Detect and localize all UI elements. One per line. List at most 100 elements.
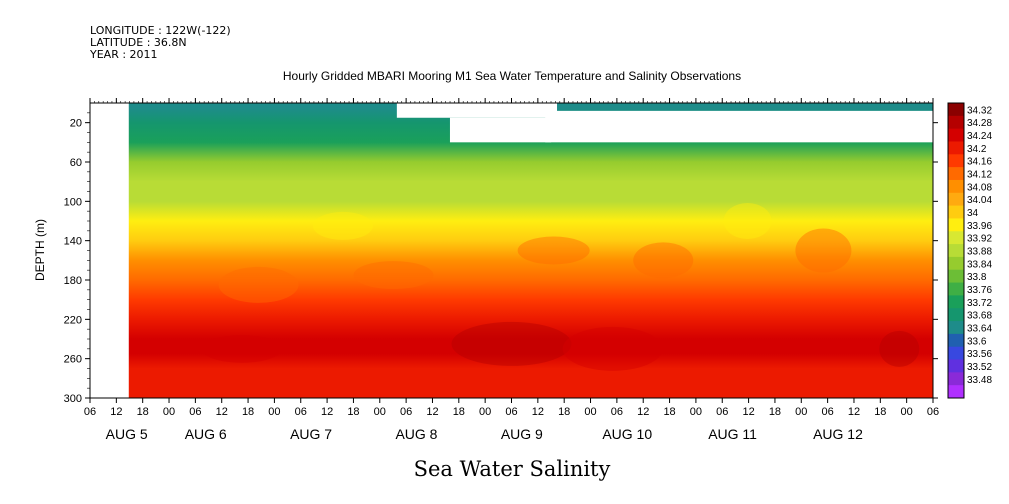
- colorbar-label: 34.24: [967, 131, 992, 142]
- colorbar-swatch: [948, 218, 964, 232]
- variable-label: Sea Water Salinity: [414, 457, 611, 481]
- x-tick-label: 06: [927, 406, 939, 418]
- colorbar-label: 34.08: [967, 182, 992, 193]
- y-tick-label: 20: [70, 118, 82, 130]
- year-label: YEAR : 2011: [90, 48, 158, 61]
- day-label: AUG 7: [290, 426, 332, 442]
- x-axis: 06 12 18 00 06 12 18 00 06 12 18 00 06 12 18 00 06 12 18 00…: [84, 98, 939, 442]
- colorbar-swatch: [948, 244, 964, 258]
- colorbar-label: 33.64: [967, 323, 992, 334]
- colorbar-swatch: [948, 179, 964, 194]
- x-tick-label: 12: [637, 406, 649, 418]
- x-tick-label: 00: [268, 406, 280, 418]
- plot-area: [90, 103, 933, 398]
- salinity-patch: [723, 203, 772, 239]
- x-tick-label: 06: [84, 406, 96, 418]
- x-tick-label: 06: [822, 406, 834, 418]
- salinity-patch: [451, 321, 572, 366]
- colorbar-swatch: [948, 385, 964, 399]
- colorbar-label: 33.96: [967, 221, 992, 232]
- day-label: AUG 9: [501, 426, 543, 442]
- x-tick-label: 12: [216, 406, 228, 418]
- colorbar-swatch: [948, 205, 964, 219]
- salinity-patch: [879, 330, 920, 367]
- day-label: AUG 10: [602, 426, 652, 442]
- colorbar-label: 33.56: [967, 349, 992, 360]
- salinity-patch: [218, 266, 299, 303]
- x-tick-label: 12: [321, 406, 333, 418]
- x-tick-label: 12: [742, 406, 754, 418]
- colorbar-label: 33.68: [967, 311, 992, 322]
- x-tick-label: 06: [505, 406, 517, 418]
- x-tick-label: 00: [374, 406, 386, 418]
- x-tick-label: 00: [163, 406, 175, 418]
- salinity-patch: [517, 236, 590, 265]
- y-axis-label: DEPTH (m): [33, 219, 47, 281]
- x-tick-label: 18: [137, 406, 149, 418]
- x-tick-label: 00: [479, 406, 491, 418]
- x-tick-label: 00: [690, 406, 702, 418]
- missing-data-region: [396, 103, 558, 118]
- day-label: AUG 8: [395, 426, 437, 442]
- colorbar-swatch: [948, 256, 964, 271]
- x-tick-label: 12: [532, 406, 544, 418]
- colorbar-swatch: [948, 103, 964, 117]
- salinity-patch: [312, 211, 373, 240]
- x-tick-label: 18: [347, 406, 359, 418]
- colorbar-label: 33.92: [967, 234, 992, 245]
- colorbar-label: 33.84: [967, 259, 992, 270]
- y-tick-label: 140: [64, 236, 82, 248]
- latitude-label: LATITUDE : 36.8N: [90, 36, 187, 49]
- day-label: AUG 6: [185, 426, 227, 442]
- colorbar-label: 34.32: [967, 105, 992, 116]
- y-tick-label: 300: [64, 393, 82, 405]
- x-tick-label: 18: [769, 406, 781, 418]
- colorbar-label: 34.28: [967, 118, 992, 129]
- colorbar-swatch: [948, 346, 964, 361]
- colorbar-swatch: [948, 282, 964, 296]
- x-tick-label: 06: [611, 406, 623, 418]
- x-tick-label: 18: [663, 406, 675, 418]
- colorbar-swatch: [948, 333, 964, 348]
- x-tick-label: 12: [110, 406, 122, 418]
- colorbar-swatch: [948, 154, 964, 168]
- x-tick-label: 18: [558, 406, 570, 418]
- colorbar-label: 34.2: [967, 144, 987, 155]
- colorbar-label: 33.88: [967, 247, 992, 258]
- missing-data-region: [90, 103, 129, 398]
- colorbar-swatch: [948, 372, 964, 386]
- x-tick-label: 00: [901, 406, 913, 418]
- x-tick-label: 12: [848, 406, 860, 418]
- salinity-field: [90, 103, 933, 398]
- y-axis: 20 60 100 140 180 220 260 300: [64, 112, 938, 405]
- x-tick-label: 06: [295, 406, 307, 418]
- x-tick-label: 06: [400, 406, 412, 418]
- missing-data-region: [545, 110, 933, 143]
- colorbar-label: 33.48: [967, 375, 992, 386]
- colorbar-swatch: [948, 192, 964, 207]
- colorbar-swatch: [948, 269, 964, 284]
- chart-title: Hourly Gridded MBARI Mooring M1 Sea Wate…: [283, 69, 741, 83]
- colorbar-label: 33.8: [967, 272, 987, 283]
- y-tick-label: 180: [64, 275, 82, 287]
- day-label: AUG 11: [708, 426, 757, 442]
- colorbar-swatch: [948, 231, 964, 245]
- x-tick-label: 12: [426, 406, 438, 418]
- colorbar-label: 34.12: [967, 170, 992, 181]
- colorbar-swatch: [948, 295, 964, 309]
- x-tick-label: 18: [874, 406, 886, 418]
- y-tick-label: 220: [64, 314, 82, 326]
- y-tick-label: 260: [64, 354, 82, 366]
- day-label: AUG 12: [813, 426, 863, 442]
- x-tick-label: 18: [453, 406, 465, 418]
- colorbar-swatch: [948, 359, 964, 373]
- colorbar-swatch: [948, 167, 964, 181]
- colorbar-swatch: [948, 321, 964, 335]
- colorbar-swatch: [948, 141, 964, 155]
- x-tick-label: 18: [242, 406, 254, 418]
- salinity-patch: [633, 242, 694, 279]
- missing-data-region: [449, 117, 552, 143]
- colorbar-label: 34.16: [967, 157, 992, 168]
